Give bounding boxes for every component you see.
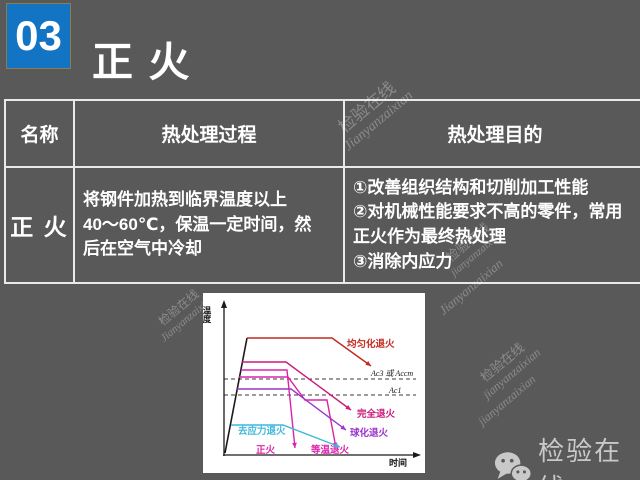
watermark: 检验在线 jianyanzaixian [477,339,544,402]
brand-footer: 检验在线 [494,431,640,480]
watermark: jianyanzaixian [475,372,539,429]
header-purpose: 热处理目的 [343,99,640,168]
page-title: 正 火 [92,39,192,85]
svg-text:均匀化退火: 均匀化退火 [347,338,395,350]
svg-text:去应力退火: 去应力退火 [238,425,286,437]
table-row: 正 火 将钢件加热到临界温度以上 40～60℃，保温一定时间，然 后在空气中冷却… [4,166,640,284]
svg-text:正火: 正火 [256,445,276,456]
svg-text:等温退火: 等温退火 [310,444,350,456]
svg-text:Ac3 或 Accm: Ac3 或 Accm [370,369,413,378]
svg-text:温度: 温度 [203,305,212,324]
table-header-row: 名称 热处理过程 热处理目的 [4,99,640,168]
section-number-badge: 03 [6,3,71,69]
cell-process: 将钢件加热到临界温度以上 40～60℃，保温一定时间，然 后在空气中冷却 [73,166,345,284]
svg-text:Ac1: Ac1 [388,386,401,395]
svg-text:时间: 时间 [389,457,407,468]
header-process: 热处理过程 [73,99,345,168]
wechat-icon [494,452,532,480]
cell-purpose: ①改善组织结构和切削加工性能 ②对机械性能要求不高的零件，常用 正火作为最终热处… [343,166,640,284]
heat-treatment-table: 名称 热处理过程 热处理目的 正 火 将钢件加热到临界温度以上 40～60℃，保… [4,99,640,284]
cell-name: 正 火 [4,166,75,284]
svg-text:球化退火: 球化退火 [350,427,389,439]
heat-treatment-chart: Ac3 或 Accm Ac1 均匀化退火完全退火正火 等温退火 球化退火 去应力退火 温度时… [203,293,425,473]
brand-name: 检验在线 [538,436,623,480]
svg-text:完全退火: 完全退火 [357,408,396,420]
header-name: 名称 [4,99,75,168]
